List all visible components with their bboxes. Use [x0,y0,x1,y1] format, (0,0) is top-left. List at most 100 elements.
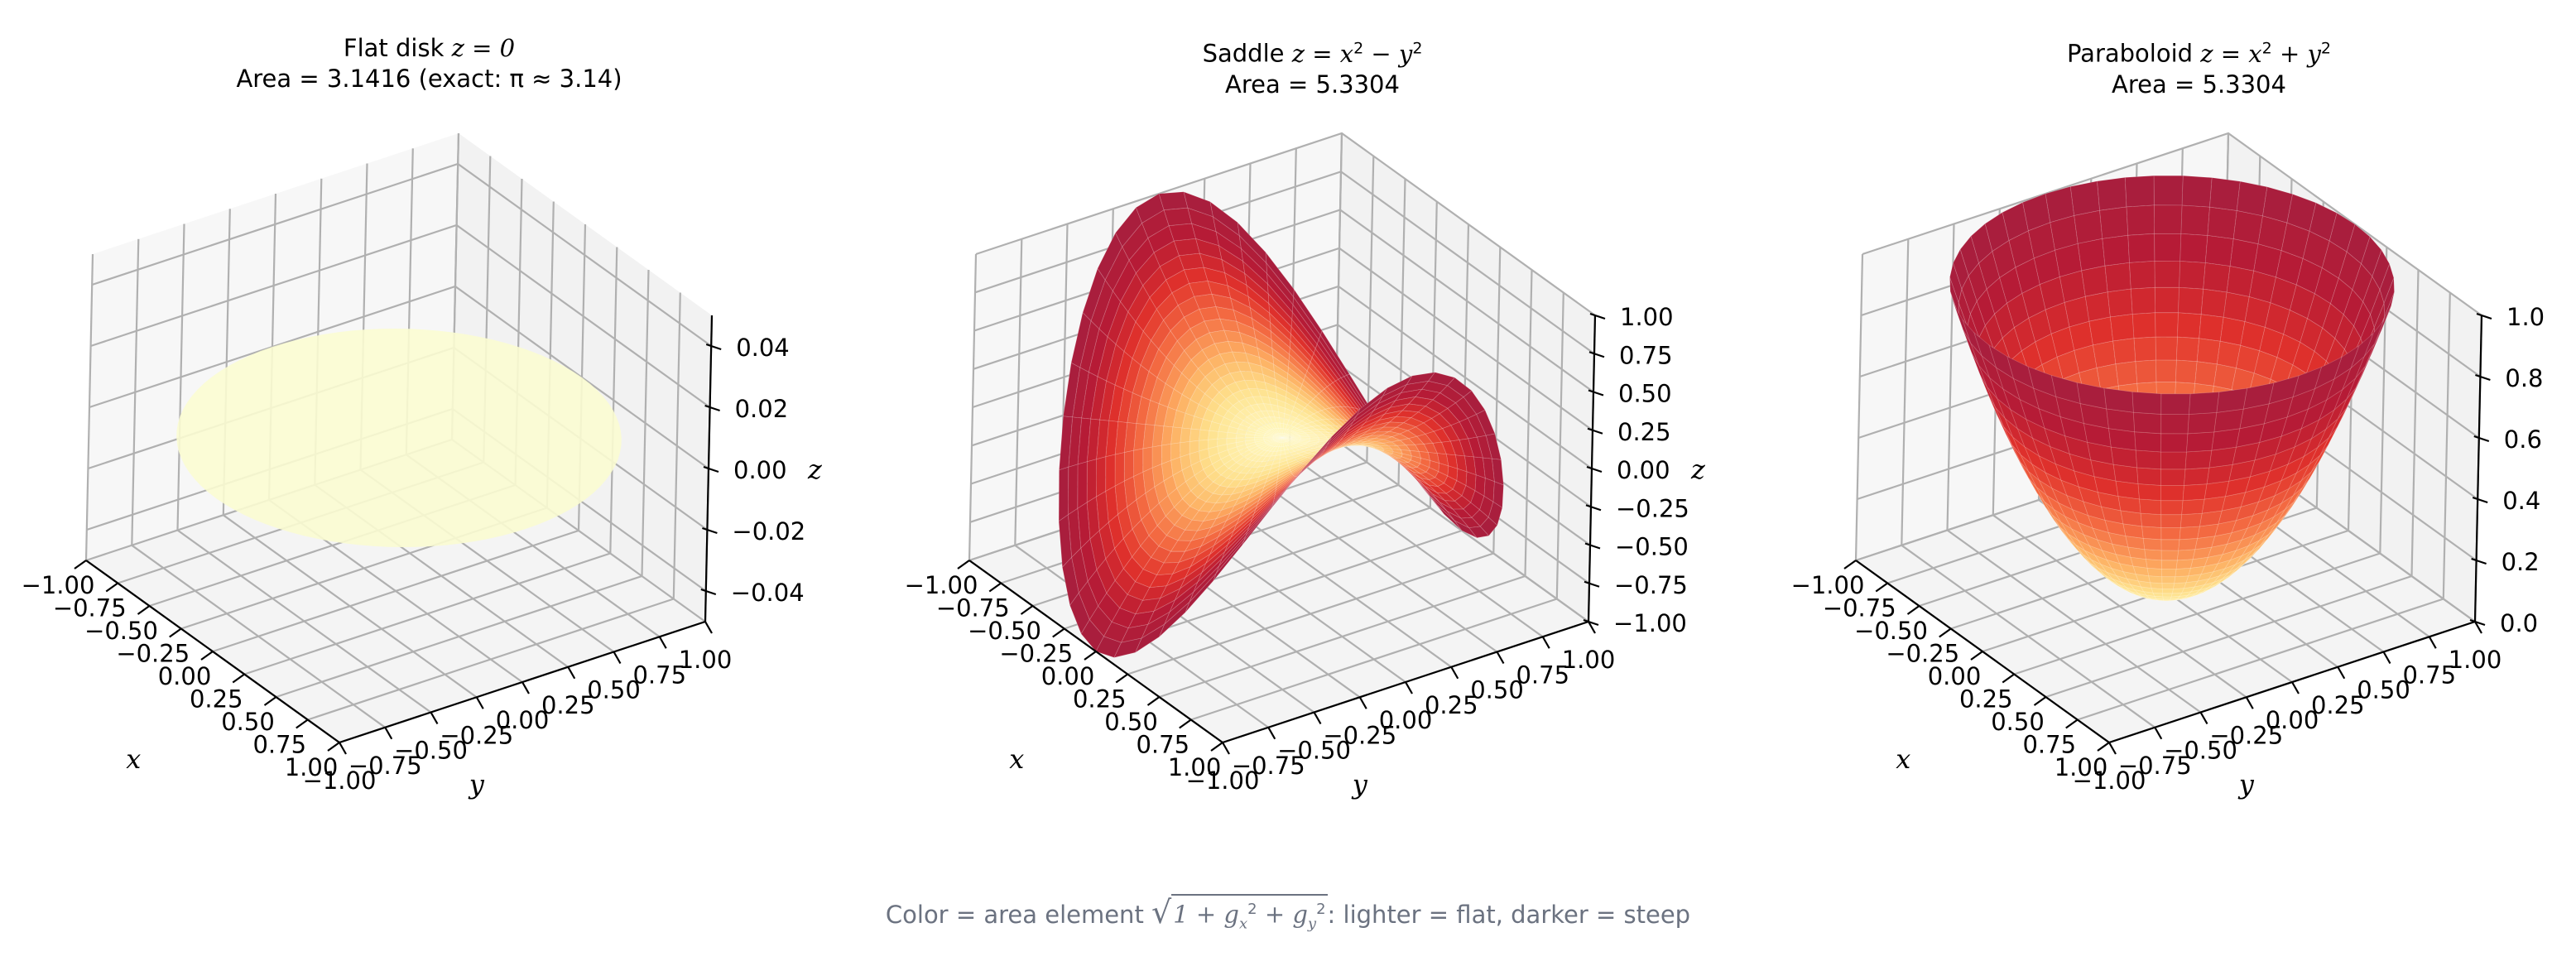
x-tick-label: 0.50 [1104,708,1158,736]
title-text: Flat disk [343,34,452,62]
panel-title: Paraboloid z = x2 + y2 Area = 5.3304 [1770,33,2576,100]
panel-flat-disk: Flat disk z = 0 Area = 3.1416 (exact: π … [0,0,858,828]
x-tick-label: 0.75 [2022,731,2076,759]
title-text: Paraboloid [2067,39,2201,68]
z-tick-label: 0.50 [1618,380,1672,408]
axes-3d: −1.00−0.75−0.50−0.250.000.250.500.751.00… [1791,132,2545,800]
panel-title: Flat disk z = 0 Area = 3.1416 (exact: π … [0,33,858,94]
z-tick-label: 0.02 [735,395,789,423]
y-tick-label: 0.75 [632,661,686,689]
x-tick-label: −0.75 [1823,594,1896,622]
caption-suffix: : lighter = flat, darker = steep [1327,901,1691,929]
y-tick-label: 0.25 [541,691,595,719]
y-tick-label: 0.50 [587,676,641,704]
z-tick-label: 0.00 [733,456,787,484]
surface-paraboloid [1949,175,2395,602]
panel-paraboloid: Paraboloid z = x2 + y2 Area = 5.3304 −1.… [1770,0,2576,828]
z-tick-label: 0.0 [2500,609,2538,637]
title-formula: z = 0 [451,34,516,62]
x-tick-label: −1.00 [905,571,978,599]
area-value: Area = 3.1416 (exact: π ≈ 3.14) [236,65,622,93]
y-tick-label: 1.00 [2449,646,2502,674]
y-tick-label: −0.75 [2118,752,2192,780]
x-tick-label: 0.25 [1073,685,1127,714]
x-axis-label: x [1896,743,1910,775]
surface-saddle [1058,191,1504,658]
y-tick-label: −1.00 [1186,767,1260,795]
y-tick-label: 0.75 [2402,661,2456,689]
sqrt-symbol-icon: √ [1151,894,1172,930]
y-tick-label: −0.25 [1323,721,1396,749]
x-tick-label: 1.00 [2055,753,2108,781]
y-tick-label: 0.00 [2266,706,2319,734]
y-axis-label: y [1351,769,1368,800]
y-tick-label: 0.75 [1516,661,1569,689]
plot-3d-axes[interactable]: −1.00−0.75−0.50−0.250.000.250.500.751.00… [883,0,1742,828]
z-tick-label: −0.02 [732,517,805,545]
z-axis-label: z [1690,454,1706,485]
area-value: Area = 5.3304 [2112,70,2286,99]
title-text: Saddle [1202,39,1292,68]
x-tick-label: 0.00 [158,662,212,690]
x-tick-label: 0.00 [1041,662,1095,690]
z-tick-label: 0.04 [736,334,790,362]
y-tick-label: 1.00 [679,646,733,674]
x-tick-label: −1.00 [1791,571,1865,599]
x-tick-label: −0.25 [999,640,1073,668]
y-tick-label: −1.00 [303,767,377,795]
z-tick-label: −0.04 [731,579,805,607]
z-tick-label: 1.00 [1620,303,1674,331]
x-tick-label: −1.00 [22,571,95,599]
z-tick-label: 0.75 [1619,341,1673,369]
area-value: Area = 5.3304 [1225,70,1400,99]
y-tick-label: 0.25 [2311,691,2365,719]
plot-3d-axes[interactable]: −1.00−0.75−0.50−0.250.000.250.500.751.00… [0,0,858,828]
y-tick-label: −1.00 [2073,767,2146,795]
x-tick-label: 1.00 [1168,753,1222,781]
z-tick-label: −1.00 [1613,609,1687,637]
y-axis-label: y [2237,769,2255,800]
axes-3d: −1.00−0.75−0.50−0.250.000.250.500.751.00… [22,132,823,800]
x-axis-label: x [126,743,141,775]
x-tick-label: −0.75 [936,594,1010,622]
caption-formula: 1 + gx2 + gy2 [1171,894,1328,938]
x-tick-label: −0.50 [84,617,158,645]
x-tick-label: 0.75 [252,731,306,759]
x-tick-label: −0.75 [53,594,127,622]
y-tick-label: 0.50 [2357,676,2410,704]
y-tick-label: −0.25 [2209,721,2283,749]
panel-saddle: Saddle z = x2 − y2 Area = 5.3304 −1.00 −0… [883,0,1742,828]
tick-labels: −1.00−0.75−0.50−0.250.000.250.500.751.00… [1791,303,2545,800]
z-tick-label: 1.0 [2506,303,2545,331]
surface-flat [176,329,622,547]
z-tick-label: 0.6 [2504,425,2542,454]
z-tick-label: −0.75 [1614,571,1688,599]
y-tick-label: 0.00 [1379,706,1433,734]
y-tick-label: −0.50 [1277,737,1351,765]
z-tick-label: 0.2 [2502,548,2540,576]
y-tick-label: 0.50 [1470,676,1524,704]
figure-caption: Color = area element √1 + gx2 + gy2: lig… [0,894,2576,939]
z-tick-label: 0.8 [2505,364,2543,392]
x-tick-label: 0.50 [221,708,275,736]
plot-3d-axes[interactable]: −1.00−0.75−0.50−0.250.000.250.500.751.00… [1770,0,2576,828]
x-tick-label: 0.25 [1959,685,2013,714]
z-tick-label: −0.25 [1616,494,1689,522]
z-axis-label: z [807,454,823,485]
axis-lines [1843,312,2492,755]
z-tick-label: −0.50 [1615,533,1689,561]
y-tick-label: −0.50 [394,737,468,765]
axes-3d: −1.00−0.75−0.50−0.250.000.250.500.751.00… [905,132,1706,800]
z-tick-label: 0.25 [1617,418,1671,446]
y-tick-label: −0.50 [2164,737,2237,765]
y-tick-label: 0.25 [1425,691,1478,719]
x-tick-label: 0.75 [1136,731,1189,759]
panel-title: Saddle z = x2 − y2 Area = 5.3304 [883,33,1742,100]
axis-lines [74,315,722,755]
title-formula: z = x2 + y2 [2200,39,2331,68]
y-tick-label: 1.00 [1562,646,1616,674]
x-axis-label: x [1009,743,1024,775]
tick-labels: −1.00−0.75−0.50−0.250.000.250.500.751.00… [905,303,1706,800]
z-tick-label: 0.00 [1617,456,1670,484]
x-tick-label: −0.50 [968,617,1041,645]
